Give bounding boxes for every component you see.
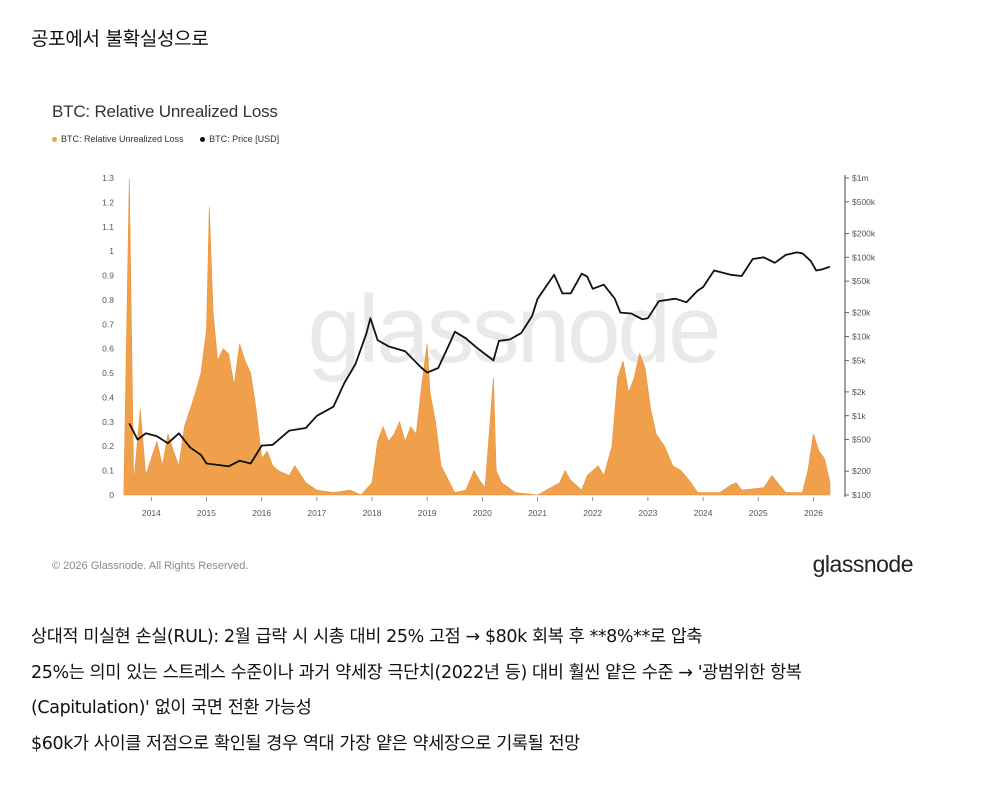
left-tick-label: 1.3: [102, 173, 114, 183]
right-tick-label: $200k: [852, 228, 876, 238]
left-tick-label: 0.6: [102, 344, 114, 354]
price-line-series: [128, 251, 831, 468]
x-tick-label: 2015: [197, 508, 216, 518]
chart-title: BTC: Relative Unrealized Loss: [52, 102, 278, 121]
x-tick-label: 2023: [638, 508, 657, 518]
left-tick-label: 0.8: [102, 295, 114, 305]
right-tick-label: $1k: [852, 411, 866, 421]
x-tick-label: 2016: [252, 508, 271, 518]
right-tick-label: $20k: [852, 308, 871, 318]
summary-line-2: 25%는 의미 있는 스트레스 수준이나 과거 약세장 극단치(2022년 등)…: [31, 662, 802, 683]
right-tick-label: $200: [852, 466, 871, 476]
x-tick-label: 2022: [583, 508, 602, 518]
legend-item-rul: BTC: Relative Unrealized Loss: [52, 134, 184, 144]
right-tick-label: $50k: [852, 276, 871, 286]
summary-line-3: (Capitulation)' 없이 국면 전환 가능성: [31, 698, 312, 718]
x-tick-label: 2024: [694, 508, 713, 518]
x-tick-label: 2014: [142, 508, 161, 518]
right-tick-label: $5k: [852, 355, 866, 365]
left-tick-label: 1.2: [102, 197, 114, 207]
left-tick-label: 1: [109, 246, 114, 256]
watermark: glassnode: [308, 276, 719, 383]
summary-list: 상대적 미실현 손실(RUL): 2월 급락 시 시총 대비 25% 고점 → …: [31, 620, 961, 762]
legend-label-price: BTC: Price [USD]: [209, 134, 280, 144]
legend-dot-black: [200, 137, 206, 143]
x-tick-label: 2021: [528, 508, 547, 518]
summary-line-1: 상대적 미실현 손실(RUL): 2월 급락 시 시총 대비 25% 고점 → …: [31, 627, 703, 647]
x-tick-label: 2017: [307, 508, 326, 518]
summary-line-4: $60k가 사이클 저점으로 확인될 경우 역대 가장 얕은 약세장으로 기록될…: [31, 733, 580, 754]
left-tick-label: 0: [109, 490, 114, 500]
right-tick-label: $1m: [852, 173, 869, 183]
left-tick-label: 0.2: [102, 441, 114, 451]
x-tick-label: 2018: [363, 508, 382, 518]
right-tick-label: $100: [852, 490, 871, 500]
x-tick-label: 2020: [473, 508, 492, 518]
legend-label-rul: BTC: Relative Unrealized Loss: [61, 134, 184, 144]
right-tick-label: $500k: [852, 197, 876, 207]
x-tick-label: 2025: [749, 508, 768, 518]
chart-card: BTC: Relative Unrealized Loss BTC: Relat…: [28, 84, 966, 590]
right-axis: $100 $200 $500 $1k $2k $5k $10k $20k $50k $100k $2…: [845, 173, 876, 500]
left-axis: 0 0.1 0.2 0.3 0.4 0.5 0.6 0.7 0.8 0.9 1 1.1 1.2 1.3: [102, 173, 114, 500]
right-tick-label: $10k: [852, 332, 871, 342]
page-heading: 공포에서 불확실성으로: [31, 28, 209, 50]
right-tick-label: $100k: [852, 252, 876, 262]
left-tick-label: 1.1: [102, 222, 114, 232]
right-tick-label: $2k: [852, 387, 866, 397]
rul-area-series: [123, 177, 831, 496]
right-tick-label: $500: [852, 435, 871, 445]
chart-plot: glassnode 0 0.1 0.2 0.3 0.4 0.5 0.6 0.7 0.8 0.9 1 1…: [102, 173, 876, 518]
x-tick-label: 2019: [418, 508, 437, 518]
left-tick-label: 0.4: [102, 392, 114, 402]
brand-logo: glassnode: [812, 551, 914, 577]
left-tick-label: 0.5: [102, 368, 114, 378]
left-tick-label: 0.1: [102, 466, 114, 476]
left-tick-label: 0.9: [102, 271, 114, 281]
legend-dot-orange: [52, 137, 57, 143]
left-tick-label: 0.7: [102, 319, 114, 329]
x-tick-label: 2026: [804, 508, 823, 518]
copyright: © 2026 Glassnode. All Rights Reserved.: [52, 560, 249, 572]
legend-item-price: BTC: Price [USD]: [200, 134, 279, 144]
left-tick-label: 0.3: [102, 417, 114, 427]
x-axis: 2014 2015 2016 2017 2018 2019 2020 2021 2022 2023…: [142, 497, 823, 518]
chart-legend: BTC: Relative Unrealized Loss BTC: Price…: [52, 134, 293, 144]
